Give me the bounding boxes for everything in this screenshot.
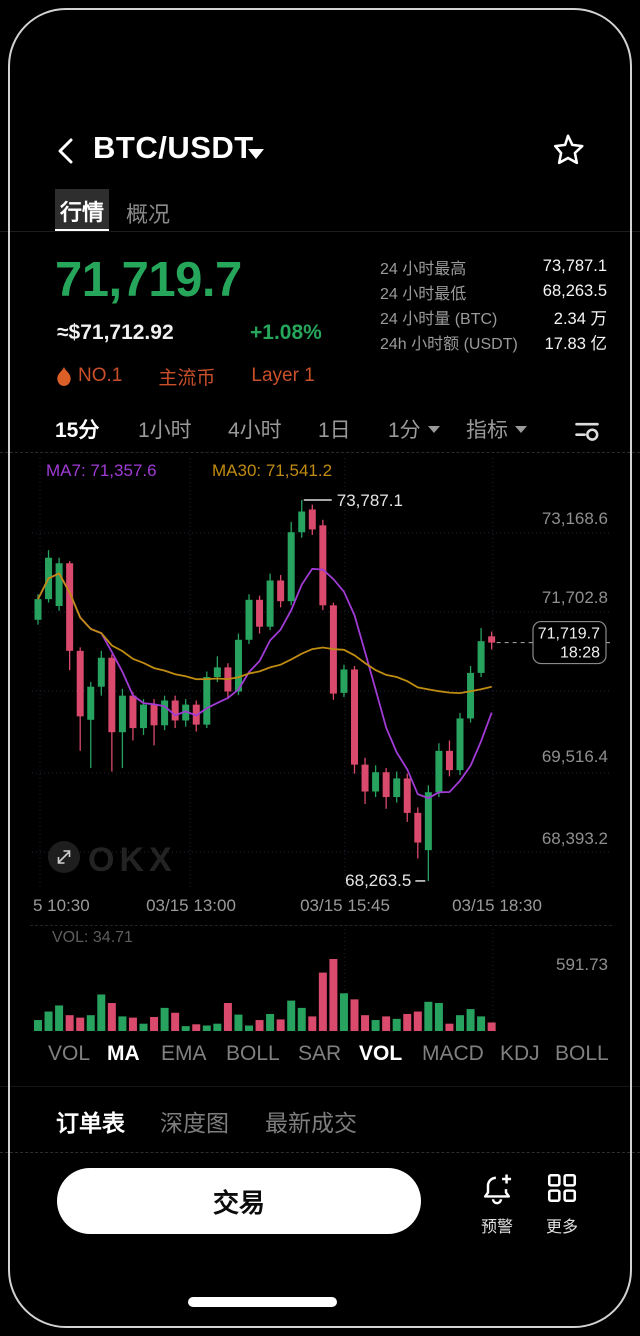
pair-dropdown-caret-icon[interactable] [248,149,264,159]
indicator-tab-vol[interactable]: VOL [48,1042,91,1065]
badges-row: NO.1 主流币 Layer 1 [56,364,351,389]
chevron-left-icon [58,138,73,164]
indicator-tab-sar[interactable]: SAR [298,1042,342,1065]
timeframe-15m[interactable]: 15分 [55,419,100,442]
svg-text:OKX: OKX [88,841,177,879]
svg-text:73,787.1: 73,787.1 [337,491,403,510]
stat-label: 24 小时最高 [380,260,467,278]
volume-max-label: 591.73 [556,955,608,974]
svg-text:73,168.6: 73,168.6 [542,509,608,528]
candlestick-chart[interactable]: OKX 73,168.6 71,702.8 69,516.4 68,393.2 73,78… [30,455,614,892]
last-price: 71,719.7 [55,253,242,307]
indicator-tab-macd[interactable]: MACD [422,1042,484,1065]
indicator-tab-vol2[interactable]: VOL [359,1042,403,1065]
timeframe-1h[interactable]: 1小时 [138,419,192,442]
indicator-dropdown[interactable]: 指标 [466,414,527,444]
chart-settings-button[interactable] [573,416,601,444]
stat-label: 24 小时最低 [380,285,467,303]
flame-icon [57,366,71,386]
badge-mainstream[interactable]: 主流币 [158,367,216,389]
more-label: 更多 [545,1219,578,1236]
tab-orderbook[interactable]: 订单表 [56,1110,125,1136]
x-axis-label: 03/15 13:00 [146,896,236,915]
tab-quotes[interactable]: 行情 [55,189,109,232]
tab-overview[interactable]: 概况 [126,202,171,227]
stat-value: 17.83 亿 [544,334,607,353]
chart-settings-icon [575,422,599,441]
change-percent: +1.08% [250,321,322,344]
indicator-tab-boll2[interactable]: BOLL [555,1042,609,1065]
divider [0,231,640,232]
bell-plus-icon [483,1174,512,1205]
svg-text:68,263.5: 68,263.5 [345,871,411,890]
svg-text:71,702.8: 71,702.8 [542,588,608,607]
x-axis-label: 03/15 15:45 [300,896,390,915]
stat-row: 24 小时最低 68,263.5 [380,279,607,304]
back-button[interactable] [50,132,84,170]
stat-row: 24h 小时额 (USDT) 17.83 亿 [380,329,607,354]
badge-no1[interactable]: NO.1 [78,365,123,386]
more-button[interactable]: 更多 [534,1170,590,1237]
indicator-tab-ema[interactable]: EMA [161,1042,207,1065]
x-axis-label: 5 10:30 [33,896,90,915]
svg-text:69,516.4: 69,516.4 [542,747,608,766]
x-axis-label: 03/15 18:30 [452,896,542,915]
indicator-tab-kdj[interactable]: KDJ [500,1042,540,1065]
alert-label: 预警 [480,1219,513,1236]
stat-label: 24h 小时额 (USDT) [380,335,518,353]
favorite-button[interactable] [550,132,586,168]
star-icon [553,134,584,165]
home-indicator[interactable] [188,1297,337,1307]
alert-button[interactable]: 预警 [469,1170,525,1237]
timeframe-dropdown[interactable]: 1分 [388,414,440,444]
timeframe-4h[interactable]: 4小时 [228,419,282,442]
badge-layer1[interactable]: Layer 1 [251,365,315,386]
svg-text:18:28: 18:28 [560,645,600,662]
stat-row: 24 小时最高 73,787.1 [380,254,607,279]
divider [0,1152,640,1153]
divider [0,452,640,453]
grid-icon [547,1173,577,1203]
ma7-legend: MA7: 71,357.6 [46,461,157,480]
timeframe-dropdown-label: 1分 [388,419,421,442]
indicator-tab-ma[interactable]: MA [107,1042,140,1065]
indicator-tab-boll[interactable]: BOLL [226,1042,280,1065]
tab-depth[interactable]: 深度图 [160,1110,229,1136]
svg-text:71,719.7: 71,719.7 [538,626,600,643]
caret-down-icon [427,425,440,433]
caret-down-icon [515,425,527,433]
stat-row: 24 小时量 (BTC) 2.34 万 [380,304,607,329]
indicator-dropdown-label: 指标 [466,419,508,442]
divider [0,1086,640,1087]
pair-title[interactable]: BTC/USDT [93,130,254,165]
trade-button[interactable]: 交易 [57,1168,421,1234]
stat-label: 24 小时量 (BTC) [380,310,498,328]
timeframe-1d[interactable]: 1日 [318,419,351,442]
volume-label: VOL: 34.71 [52,929,133,946]
ma30-legend: MA30: 71,541.2 [212,461,333,480]
volume-chart[interactable] [30,925,612,1036]
stat-value: 68,263.5 [542,282,607,300]
stat-value: 73,787.1 [542,257,607,275]
tab-trades[interactable]: 最新成交 [265,1110,357,1136]
fiat-price: ≈$71,712.92 [57,321,174,344]
stat-value: 2.34 万 [553,309,607,328]
svg-text:68,393.2: 68,393.2 [542,829,608,848]
stats-list: 24 小时最高 73,787.1 24 小时最低 68,263.5 24 小时量… [380,254,607,354]
